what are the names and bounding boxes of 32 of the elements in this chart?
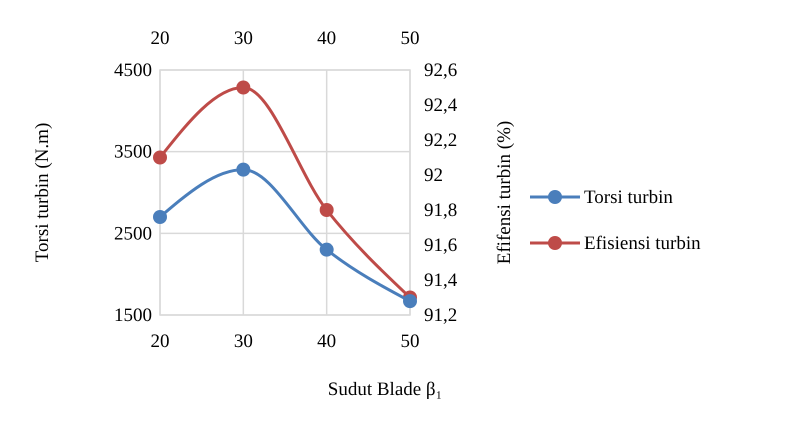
- y2-tick-label: 92,6: [424, 60, 458, 81]
- y-axis-title: Torsi turbin (N.m): [32, 122, 53, 262]
- y2-tick-label: 91,8: [424, 200, 458, 221]
- y2-tick-label: 92: [424, 165, 443, 186]
- y-tick-label: 3500: [114, 142, 152, 163]
- y2-tick-label: 92,2: [424, 130, 458, 151]
- y-tick-label: 1500: [114, 305, 152, 326]
- y2-tick-label: 91,2: [424, 305, 458, 326]
- y2-axis-title: Efifensi turbin (%): [494, 120, 515, 264]
- x2-tick-label: 50: [400, 28, 420, 49]
- legend-label: Torsi turbin: [584, 187, 674, 208]
- y2-tick-label: 91,4: [424, 270, 458, 291]
- point: [153, 210, 167, 224]
- x2-tick-label: 20: [150, 28, 170, 49]
- x2-tick-label: 40: [317, 28, 336, 49]
- point: [320, 203, 334, 217]
- x2-tick-label: 30: [234, 28, 253, 49]
- x-tick-label: 30: [234, 331, 253, 352]
- point: [403, 294, 417, 308]
- y2-tick-label: 92,4: [424, 95, 458, 116]
- point: [320, 242, 334, 257]
- point: [236, 162, 250, 177]
- y-tick-label: 2500: [114, 223, 152, 244]
- x-tick-label: 20: [150, 331, 170, 352]
- y-tick-label: 4500: [114, 60, 152, 81]
- x-tick-label: 40: [317, 331, 336, 352]
- legend-label: Efisiensi turbin: [584, 233, 702, 254]
- x-axis-title: Sudut Blade β₁: [328, 379, 442, 400]
- point: [236, 80, 250, 94]
- y2-tick-label: 91,6: [424, 235, 458, 256]
- x-tick-label: 50: [400, 331, 420, 352]
- point: [153, 150, 167, 164]
